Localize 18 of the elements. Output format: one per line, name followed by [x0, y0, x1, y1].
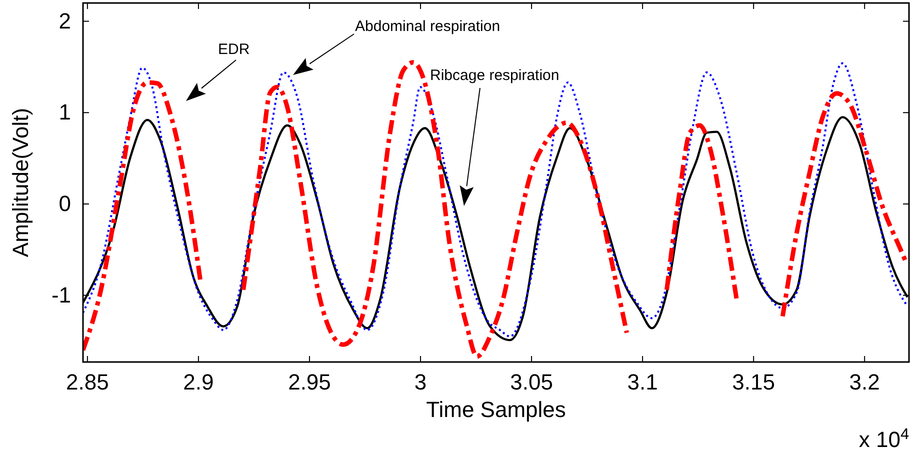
- x-tick-label: 3.2: [849, 370, 880, 395]
- y-tick-label: 0: [58, 191, 71, 216]
- text: x 10$^{4}$: [858, 426, 910, 452]
- x-tick-label: 3.15: [732, 370, 775, 395]
- x-tick-label: 2.9: [183, 370, 214, 395]
- annotation: Abdominal respiration: [355, 18, 500, 35]
- annotation: Ribcage respiration: [430, 67, 560, 84]
- y-axis-title: Amplitude(Volt): [8, 108, 33, 258]
- x-tick-label: 2.85: [66, 370, 109, 395]
- y-tick-label: -1: [51, 282, 71, 308]
- x-tick-label: 3.05: [510, 370, 553, 395]
- x-axis-title: Time Samples: [426, 397, 566, 422]
- annotation: EDR: [218, 41, 250, 58]
- y-tick-label: 1: [58, 100, 71, 125]
- y-tick-label: 2: [58, 8, 71, 34]
- x-tick-label: 2.95: [288, 370, 331, 395]
- x-tick-label: 3.1: [627, 370, 658, 395]
- x-tick-label: 3: [414, 370, 427, 395]
